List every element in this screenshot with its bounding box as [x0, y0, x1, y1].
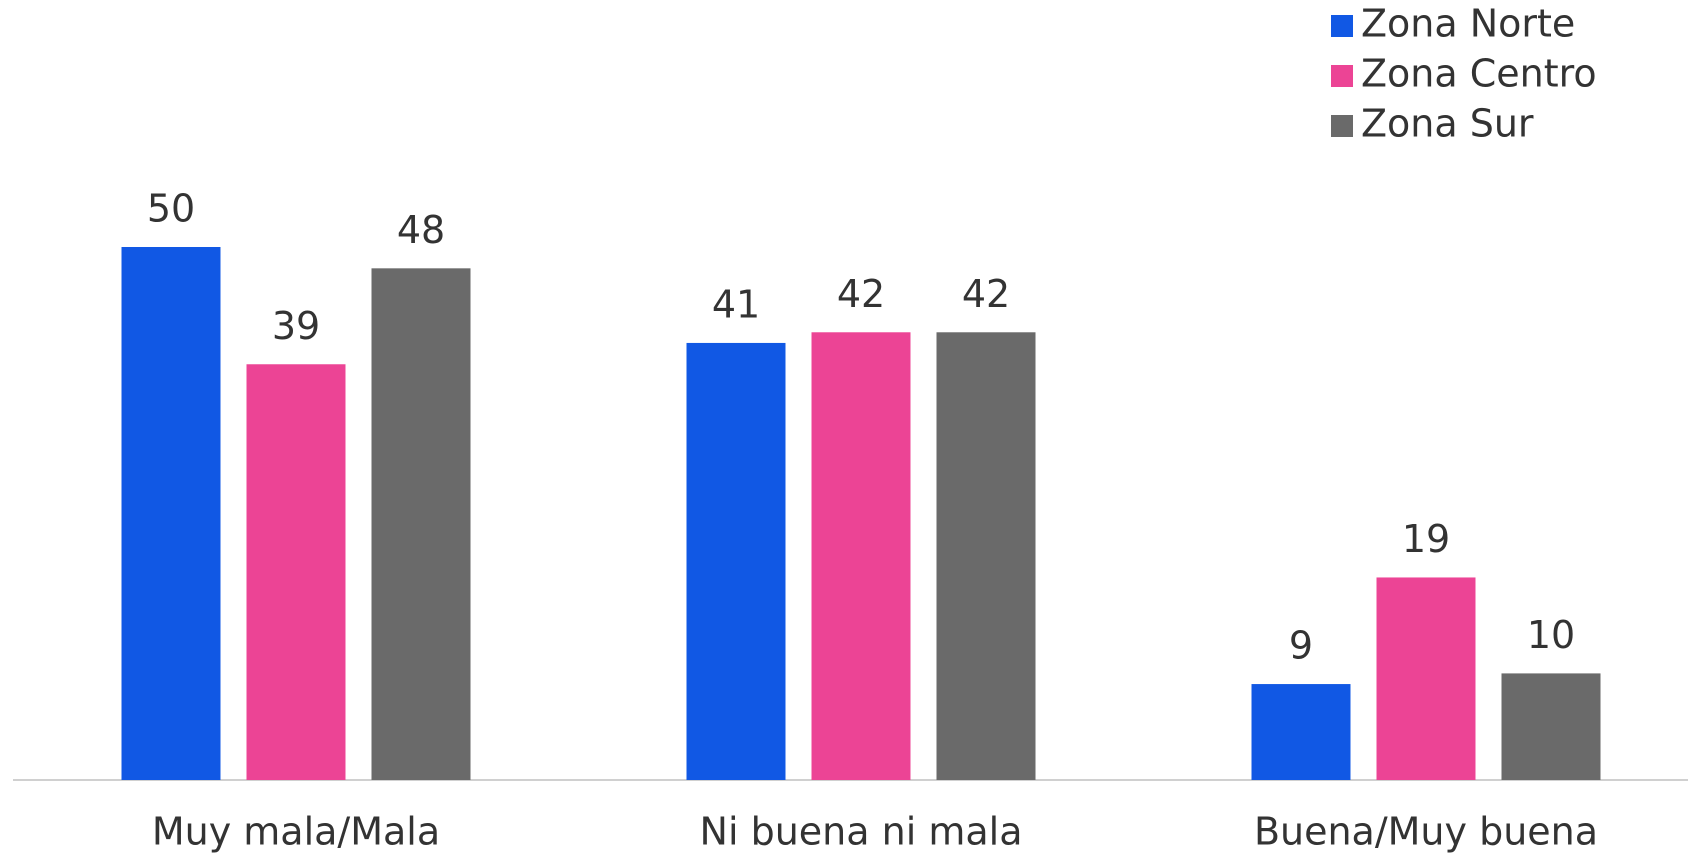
- data-label: 41: [712, 282, 760, 326]
- bar: [246, 364, 346, 780]
- bar: [686, 342, 786, 780]
- bar: [1376, 577, 1476, 780]
- bar: [121, 247, 221, 780]
- bar: [1251, 684, 1351, 780]
- data-label: 50: [147, 187, 195, 231]
- data-label: 39: [272, 304, 320, 348]
- data-label: 19: [1402, 517, 1450, 561]
- data-label: 42: [837, 272, 885, 316]
- data-label: 9: [1289, 624, 1313, 668]
- bar: [811, 332, 911, 780]
- bar: [1501, 673, 1601, 780]
- data-label: 48: [397, 208, 445, 252]
- legend-label: Zona Sur: [1361, 102, 1534, 146]
- bar: [371, 268, 471, 780]
- legend-label: Zona Centro: [1361, 52, 1597, 96]
- legend-swatch: [1331, 15, 1353, 37]
- x-tick-label: Buena/Muy buena: [1254, 810, 1598, 854]
- data-label: 10: [1527, 613, 1575, 657]
- legend-swatch: [1331, 115, 1353, 137]
- bar: [936, 332, 1036, 780]
- legend-label: Zona Norte: [1361, 2, 1575, 46]
- data-label: 42: [962, 272, 1010, 316]
- x-tick-label: Muy mala/Mala: [152, 810, 440, 854]
- legend-swatch: [1331, 65, 1353, 87]
- x-tick-label: Ni buena ni mala: [700, 810, 1023, 854]
